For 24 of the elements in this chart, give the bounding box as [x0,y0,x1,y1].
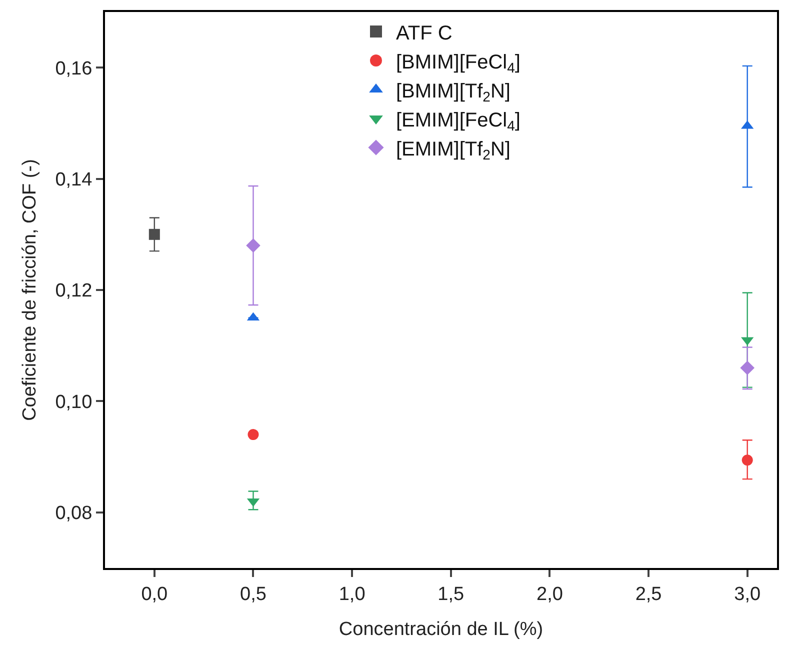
point [246,238,260,253]
x-tick-label: 0,5 [240,584,266,605]
x-tick-label: 1,0 [338,584,366,605]
legend-label: [BMIM][FeCl$_{4}$] [396,51,520,76]
point [742,454,753,466]
x-axis-title: Concentración de IL (%) [338,619,544,640]
point [148,228,160,240]
y-tick-label: 0,16 [55,58,92,80]
y-axis-title: Coeficiente de fricción, COF (-) [20,159,41,421]
x-tick-label: 0,0 [141,584,168,605]
legend-label: [BMIM][Tf$_{2}$N] [396,80,510,104]
y-tick-label: 0,12 [55,280,92,302]
x-tick-label: 3,0 [734,584,761,605]
y-tick-label: 0,10 [55,392,92,413]
point [248,429,259,440]
legend-label: [EMIM][FeCl$_{4}$] [396,109,520,134]
y-tick-label: 0,08 [55,503,92,524]
point [740,360,754,375]
x-tick-label: 1,5 [438,584,464,605]
legend-label: ATF C [396,22,452,44]
legend-label: [EMIM][Tf$_{2}$N] [396,138,510,162]
x-tick-label: 2,0 [536,584,563,605]
x-tick-label: 2,5 [635,584,662,605]
y-tick-label: 0,14 [55,169,93,190]
